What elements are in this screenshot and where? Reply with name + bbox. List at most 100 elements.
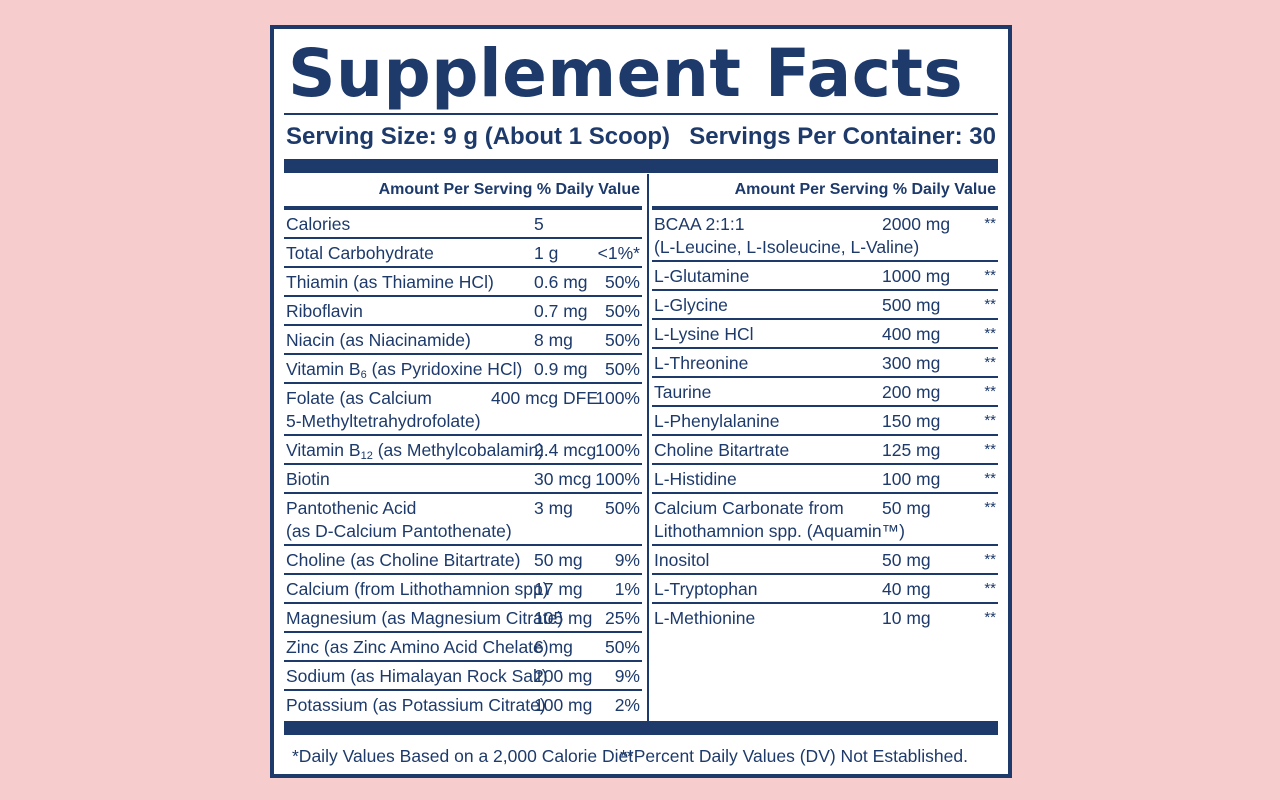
nutrient-name: Calcium Carbonate from Lithothamnion spp.… xyxy=(654,498,905,541)
nutrient-daily-value: ** xyxy=(984,383,996,400)
nutrient-name: Thiamin (as Thiamine HCl) xyxy=(286,272,494,292)
nutrient-amount: 300 mg xyxy=(882,353,941,373)
nutrient-daily-value: ** xyxy=(984,296,996,313)
nutrient-row: L-Phenylalanine 150 mg ** xyxy=(652,407,998,436)
nutrient-name: Sodium (as Himalayan Rock Salt) xyxy=(286,666,548,686)
nutrient-amount: 150 mg xyxy=(882,411,941,431)
footnote-not-established: **Percent Daily Values (DV) Not Establis… xyxy=(620,746,968,766)
nutrient-daily-value: ** xyxy=(984,441,996,458)
nutrient-row: Vitamin B12 (as Methylcobalamin) 2.4 mcg 1… xyxy=(284,436,642,465)
nutrient-amount: 8 mg xyxy=(534,330,573,350)
nutrient-amount: 5 xyxy=(534,214,544,234)
nutrient-daily-value: ** xyxy=(984,354,996,371)
nutrient-daily-value: <1%* xyxy=(597,243,640,263)
nutrient-daily-value: ** xyxy=(984,215,996,232)
nutrient-daily-value: 100% xyxy=(595,469,640,489)
nutrient-amount: 30 mcg xyxy=(534,469,592,489)
nutrient-daily-value: 25% xyxy=(604,608,640,628)
nutrient-daily-value: 50% xyxy=(604,330,640,350)
nutrient-daily-value: 50% xyxy=(604,301,640,321)
nutrient-amount: 105 mg xyxy=(534,608,593,628)
nutrient-row: L-Lysine HCl 400 mg ** xyxy=(652,320,998,349)
nutrient-amount: 0.6 mg xyxy=(534,272,588,292)
nutrient-name: Taurine xyxy=(654,382,712,402)
nutrient-row: Total Carbohydrate 1 g <1%* xyxy=(284,239,642,268)
nutrient-row: Calcium (from Lithothamnion spp) 17 mg 1% xyxy=(284,575,642,604)
nutrient-name: Vitamin B12 (as Methylcobalamin) xyxy=(286,440,544,462)
nutrient-daily-value: 50% xyxy=(604,272,640,292)
nutrient-name: Potassium (as Potassium Citrate) xyxy=(286,695,546,715)
nutrient-amount: 17 mg xyxy=(534,579,583,599)
nutrient-row: Niacin (as Niacinamide) 8 mg 50% xyxy=(284,326,642,355)
nutrient-name: Calories xyxy=(286,214,351,234)
nutrient-daily-value: 50% xyxy=(604,359,640,379)
nutrient-amount: 10 mg xyxy=(882,608,931,628)
serving-info: Serving Size: 9 g (About 1 Scoop) Servin… xyxy=(284,121,998,153)
nutrient-row: Choline (as Choline Bitartrate) 50 mg 9% xyxy=(284,546,642,575)
nutrient-daily-value: ** xyxy=(984,580,996,597)
nutrient-daily-value: ** xyxy=(984,412,996,429)
serving-size: Serving Size: 9 g (About 1 Scoop) xyxy=(286,123,671,150)
nutrient-row: Riboflavin 0.7 mg 50% xyxy=(284,297,642,326)
nutrient-name: L-Tryptophan xyxy=(654,579,758,599)
right-column-header: Amount Per Serving % Daily Value xyxy=(652,174,998,210)
nutrient-row: Choline Bitartrate 125 mg ** xyxy=(652,436,998,465)
nutrient-daily-value: 9% xyxy=(614,666,640,686)
nutrient-name: L-Lysine HCl xyxy=(654,324,754,344)
nutrient-amount: 40 mg xyxy=(882,579,931,599)
nutrient-daily-value: ** xyxy=(984,551,996,568)
nutrient-amount: 500 mg xyxy=(882,295,941,315)
nutrient-amount: 400 mg xyxy=(882,324,941,344)
nutrient-name: Biotin xyxy=(286,469,330,489)
thick-divider-bottom xyxy=(284,721,998,735)
nutrient-daily-value: 50% xyxy=(604,637,640,657)
nutrient-name: Magnesium (as Magnesium Citrate) xyxy=(286,608,564,628)
nutrient-name: Total Carbohydrate xyxy=(286,243,434,263)
nutrient-row: BCAA 2:1:1 (L-Leucine, L-Isoleucine, L-Va… xyxy=(652,210,998,262)
panel-title: Supplement Facts xyxy=(288,35,964,112)
nutrient-name: BCAA 2:1:1 (L-Leucine, L-Isoleucine, L-Va… xyxy=(654,214,920,257)
nutrient-amount: 6 mg xyxy=(534,637,573,657)
nutrient-row: Vitamin B6 (as Pyridoxine HCl) 0.9 mg 50% xyxy=(284,355,642,384)
nutrient-daily-value: 1% xyxy=(614,579,640,599)
nutrient-daily-value: ** xyxy=(984,499,996,516)
thick-divider xyxy=(284,159,998,173)
nutrient-amount: 1 g xyxy=(534,243,559,263)
nutrient-name: L-Methionine xyxy=(654,608,756,628)
nutrient-row: L-Glutamine 1000 mg ** xyxy=(652,262,998,291)
nutrient-row: Sodium (as Himalayan Rock Salt) 200 mg 9% xyxy=(284,662,642,691)
left-column-header: Amount Per Serving % Daily Value xyxy=(284,174,642,210)
column-divider xyxy=(647,174,649,721)
nutrient-daily-value: ** xyxy=(984,609,996,626)
nutrient-row: L-Methionine 10 mg ** xyxy=(652,604,998,633)
nutrient-name: Riboflavin xyxy=(286,301,363,321)
nutrient-name: Inositol xyxy=(654,550,710,570)
left-nutrient-column: Amount Per Serving % Daily Value Calorie… xyxy=(284,174,642,720)
nutrient-amount: 2000 mg xyxy=(882,214,951,234)
divider xyxy=(284,113,998,115)
right-nutrient-column: Amount Per Serving % Daily Value BCAA 2:… xyxy=(652,174,998,633)
footnote-daily-values: *Daily Values Based on a 2,000 Calorie D… xyxy=(292,746,634,766)
nutrient-row: Calcium Carbonate from Lithothamnion spp.… xyxy=(652,494,998,546)
nutrient-name: L-Threonine xyxy=(654,353,749,373)
nutrient-name: Choline (as Choline Bitartrate) xyxy=(286,550,521,570)
nutrient-row: L-Tryptophan 40 mg ** xyxy=(652,575,998,604)
nutrient-daily-value: ** xyxy=(984,325,996,342)
nutrient-name: Vitamin B6 (as Pyridoxine HCl) xyxy=(286,359,523,381)
nutrient-amount: 400 mcg DFE xyxy=(491,388,598,408)
nutrient-row: L-Threonine 300 mg ** xyxy=(652,349,998,378)
nutrient-amount: 3 mg xyxy=(534,498,573,518)
nutrient-row: Inositol 50 mg ** xyxy=(652,546,998,575)
nutrient-name: Folate (as Calcium 5-Methyltetrahydrofola… xyxy=(286,388,481,431)
supplement-facts-panel: Supplement Facts Serving Size: 9 g (Abou… xyxy=(270,25,1012,778)
nutrient-daily-value: ** xyxy=(984,470,996,487)
nutrient-name: L-Phenylalanine xyxy=(654,411,780,431)
nutrient-row: Potassium (as Potassium Citrate) 100 mg 2% xyxy=(284,691,642,720)
nutrient-daily-value: 100% xyxy=(595,388,640,408)
nutrient-name: L-Histidine xyxy=(654,469,737,489)
nutrient-row: L-Histidine 100 mg ** xyxy=(652,465,998,494)
nutrient-daily-value: 9% xyxy=(614,550,640,570)
nutrient-row: L-Glycine 500 mg ** xyxy=(652,291,998,320)
nutrient-name: L-Glutamine xyxy=(654,266,750,286)
nutrient-name: Pantothenic Acid (as D-Calcium Pantothena… xyxy=(286,498,512,541)
